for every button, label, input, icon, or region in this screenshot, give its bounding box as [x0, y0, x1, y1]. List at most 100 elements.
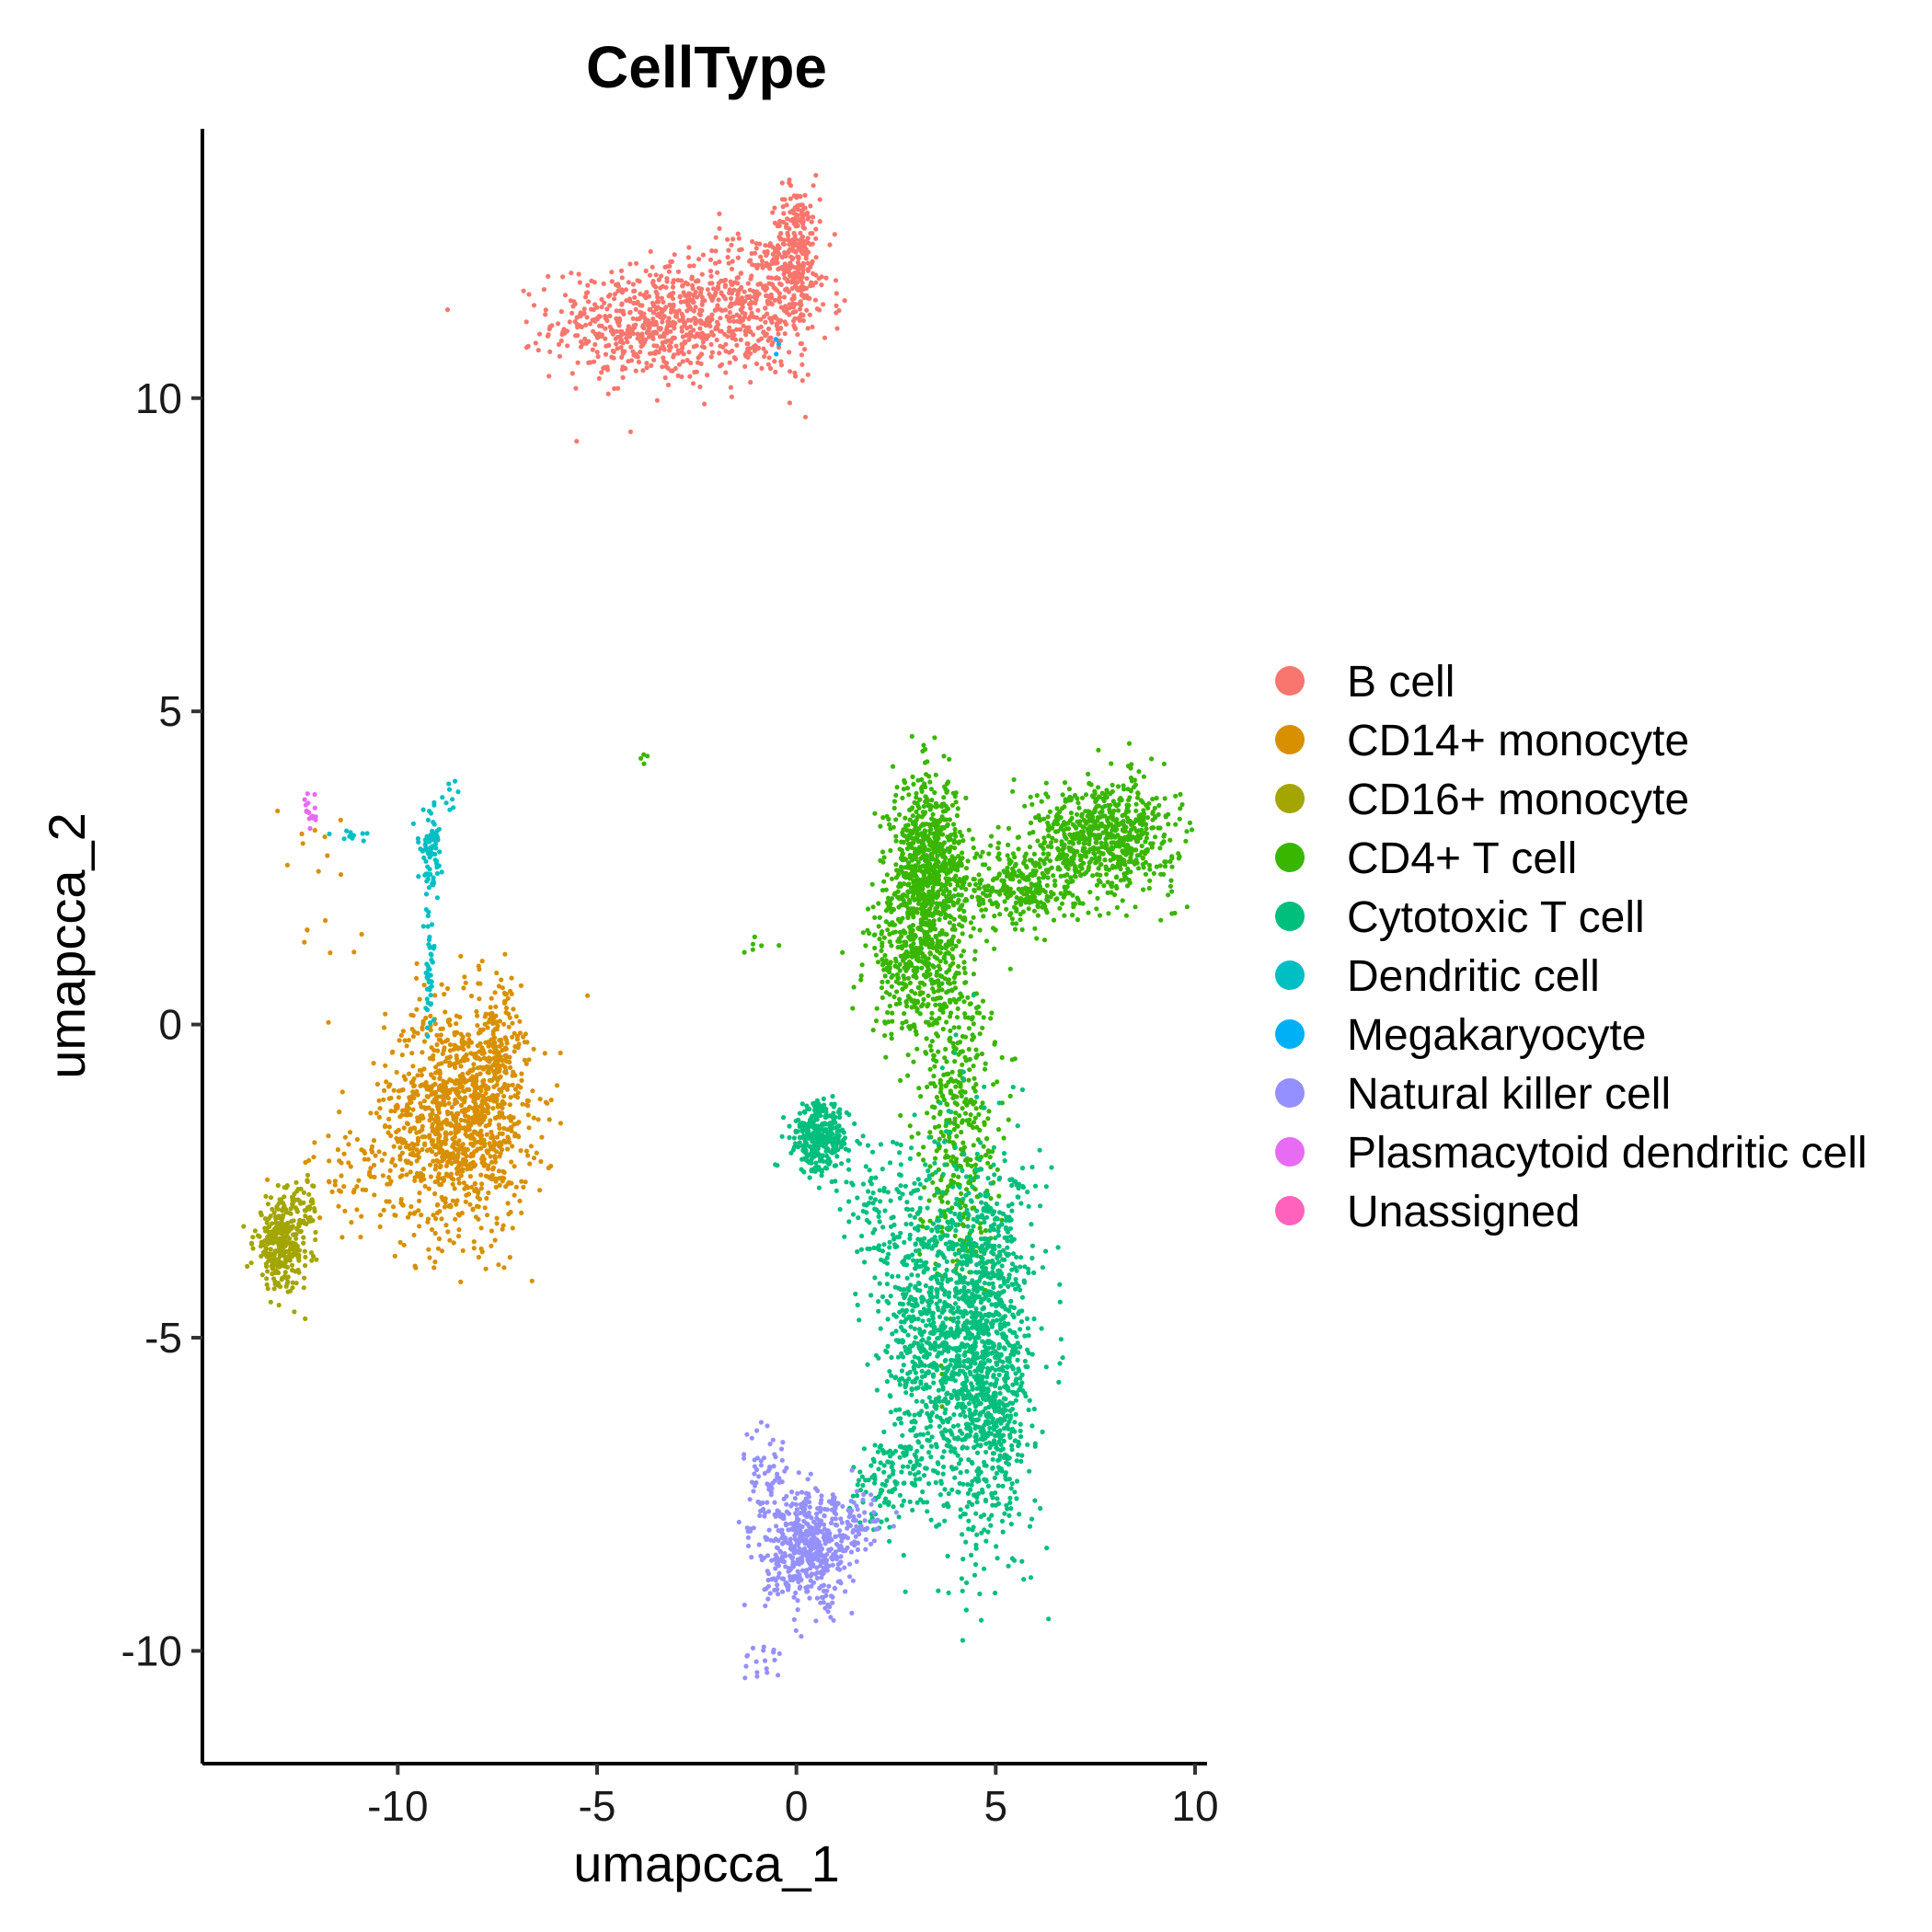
- data-point: [963, 887, 969, 892]
- data-point: [447, 1157, 453, 1163]
- data-point: [950, 822, 957, 827]
- data-point: [885, 927, 891, 933]
- data-point: [325, 853, 330, 858]
- data-point: [898, 864, 904, 870]
- data-point: [481, 1141, 488, 1146]
- data-point: [638, 339, 643, 344]
- data-point: [764, 285, 770, 291]
- data-point: [916, 826, 922, 832]
- data-point: [923, 794, 928, 799]
- data-point: [1120, 828, 1126, 834]
- data-point: [792, 272, 799, 278]
- data-point: [263, 1228, 269, 1234]
- data-point: [904, 836, 911, 843]
- data-point: [338, 817, 343, 823]
- data-point: [890, 920, 895, 926]
- data-point: [500, 1226, 505, 1232]
- data-point: [1150, 825, 1156, 831]
- data-point: [914, 906, 920, 912]
- data-point: [1093, 799, 1098, 805]
- data-point: [903, 815, 908, 821]
- data-point: [834, 291, 839, 296]
- data-point: [1136, 769, 1142, 775]
- data-point: [514, 1033, 521, 1039]
- data-point: [519, 1071, 524, 1076]
- data-point: [273, 1214, 279, 1220]
- data-point: [714, 319, 720, 325]
- data-point: [1110, 852, 1115, 857]
- data-point: [966, 827, 972, 833]
- data-point: [687, 263, 693, 269]
- data-point: [444, 1091, 450, 1097]
- data-point: [569, 270, 574, 276]
- data-point: [1096, 803, 1101, 809]
- data-point: [500, 1131, 505, 1136]
- data-point: [409, 1051, 415, 1056]
- data-point: [418, 1100, 423, 1106]
- data-point: [840, 949, 845, 955]
- data-point: [512, 1087, 519, 1092]
- data-point: [662, 264, 668, 270]
- data-point: [617, 317, 623, 323]
- data-point: [896, 917, 902, 923]
- data-point: [872, 811, 878, 816]
- data-point: [556, 321, 561, 327]
- data-point: [398, 1032, 404, 1038]
- data-point: [805, 210, 811, 215]
- data-point: [328, 950, 333, 956]
- data-point: [894, 989, 900, 995]
- data-point: [503, 1006, 510, 1011]
- data-point: [309, 1197, 315, 1202]
- data-point: [922, 934, 927, 939]
- data-point: [972, 957, 978, 962]
- data-point: [1176, 856, 1181, 861]
- data-point: [511, 1006, 516, 1012]
- data-point: [803, 285, 810, 291]
- data-point: [656, 277, 661, 282]
- data-point: [293, 1236, 299, 1241]
- data-point: [1109, 761, 1114, 766]
- data-point: [774, 255, 780, 260]
- data-point: [421, 1098, 427, 1104]
- data-point: [646, 323, 651, 329]
- data-point: [408, 1126, 414, 1132]
- data-point: [506, 1083, 512, 1088]
- data-point: [587, 321, 593, 327]
- data-point: [1097, 913, 1103, 918]
- data-point: [430, 1108, 435, 1113]
- data-point: [1094, 837, 1099, 843]
- data-point: [858, 977, 864, 983]
- data-point: [737, 327, 743, 332]
- data-point: [750, 262, 755, 268]
- data-point: [472, 1188, 477, 1193]
- data-point: [1115, 854, 1121, 860]
- data-point: [433, 1064, 439, 1070]
- data-point: [919, 788, 925, 794]
- data-point: [270, 1206, 275, 1212]
- data-point: [769, 342, 775, 348]
- data-point: [455, 1111, 461, 1117]
- data-point: [482, 1021, 488, 1027]
- data-point: [680, 334, 686, 339]
- data-point: [770, 210, 776, 215]
- data-point: [278, 1199, 283, 1204]
- data-point: [664, 276, 670, 282]
- data-point: [495, 1023, 500, 1029]
- data-point: [920, 784, 926, 789]
- data-point: [708, 354, 714, 360]
- data-point: [582, 294, 589, 300]
- data-point: [510, 1034, 515, 1040]
- data-point: [585, 282, 591, 288]
- data-point: [935, 1033, 941, 1039]
- data-point: [909, 998, 914, 1004]
- data-point: [450, 1181, 455, 1187]
- data-point: [531, 303, 537, 308]
- data-point: [919, 848, 925, 854]
- data-point: [337, 1110, 342, 1115]
- data-point: [245, 1263, 250, 1270]
- data-point: [730, 328, 736, 334]
- data-point: [399, 1052, 405, 1058]
- data-point: [729, 266, 735, 271]
- data-point: [368, 1110, 374, 1116]
- data-point: [277, 1264, 282, 1270]
